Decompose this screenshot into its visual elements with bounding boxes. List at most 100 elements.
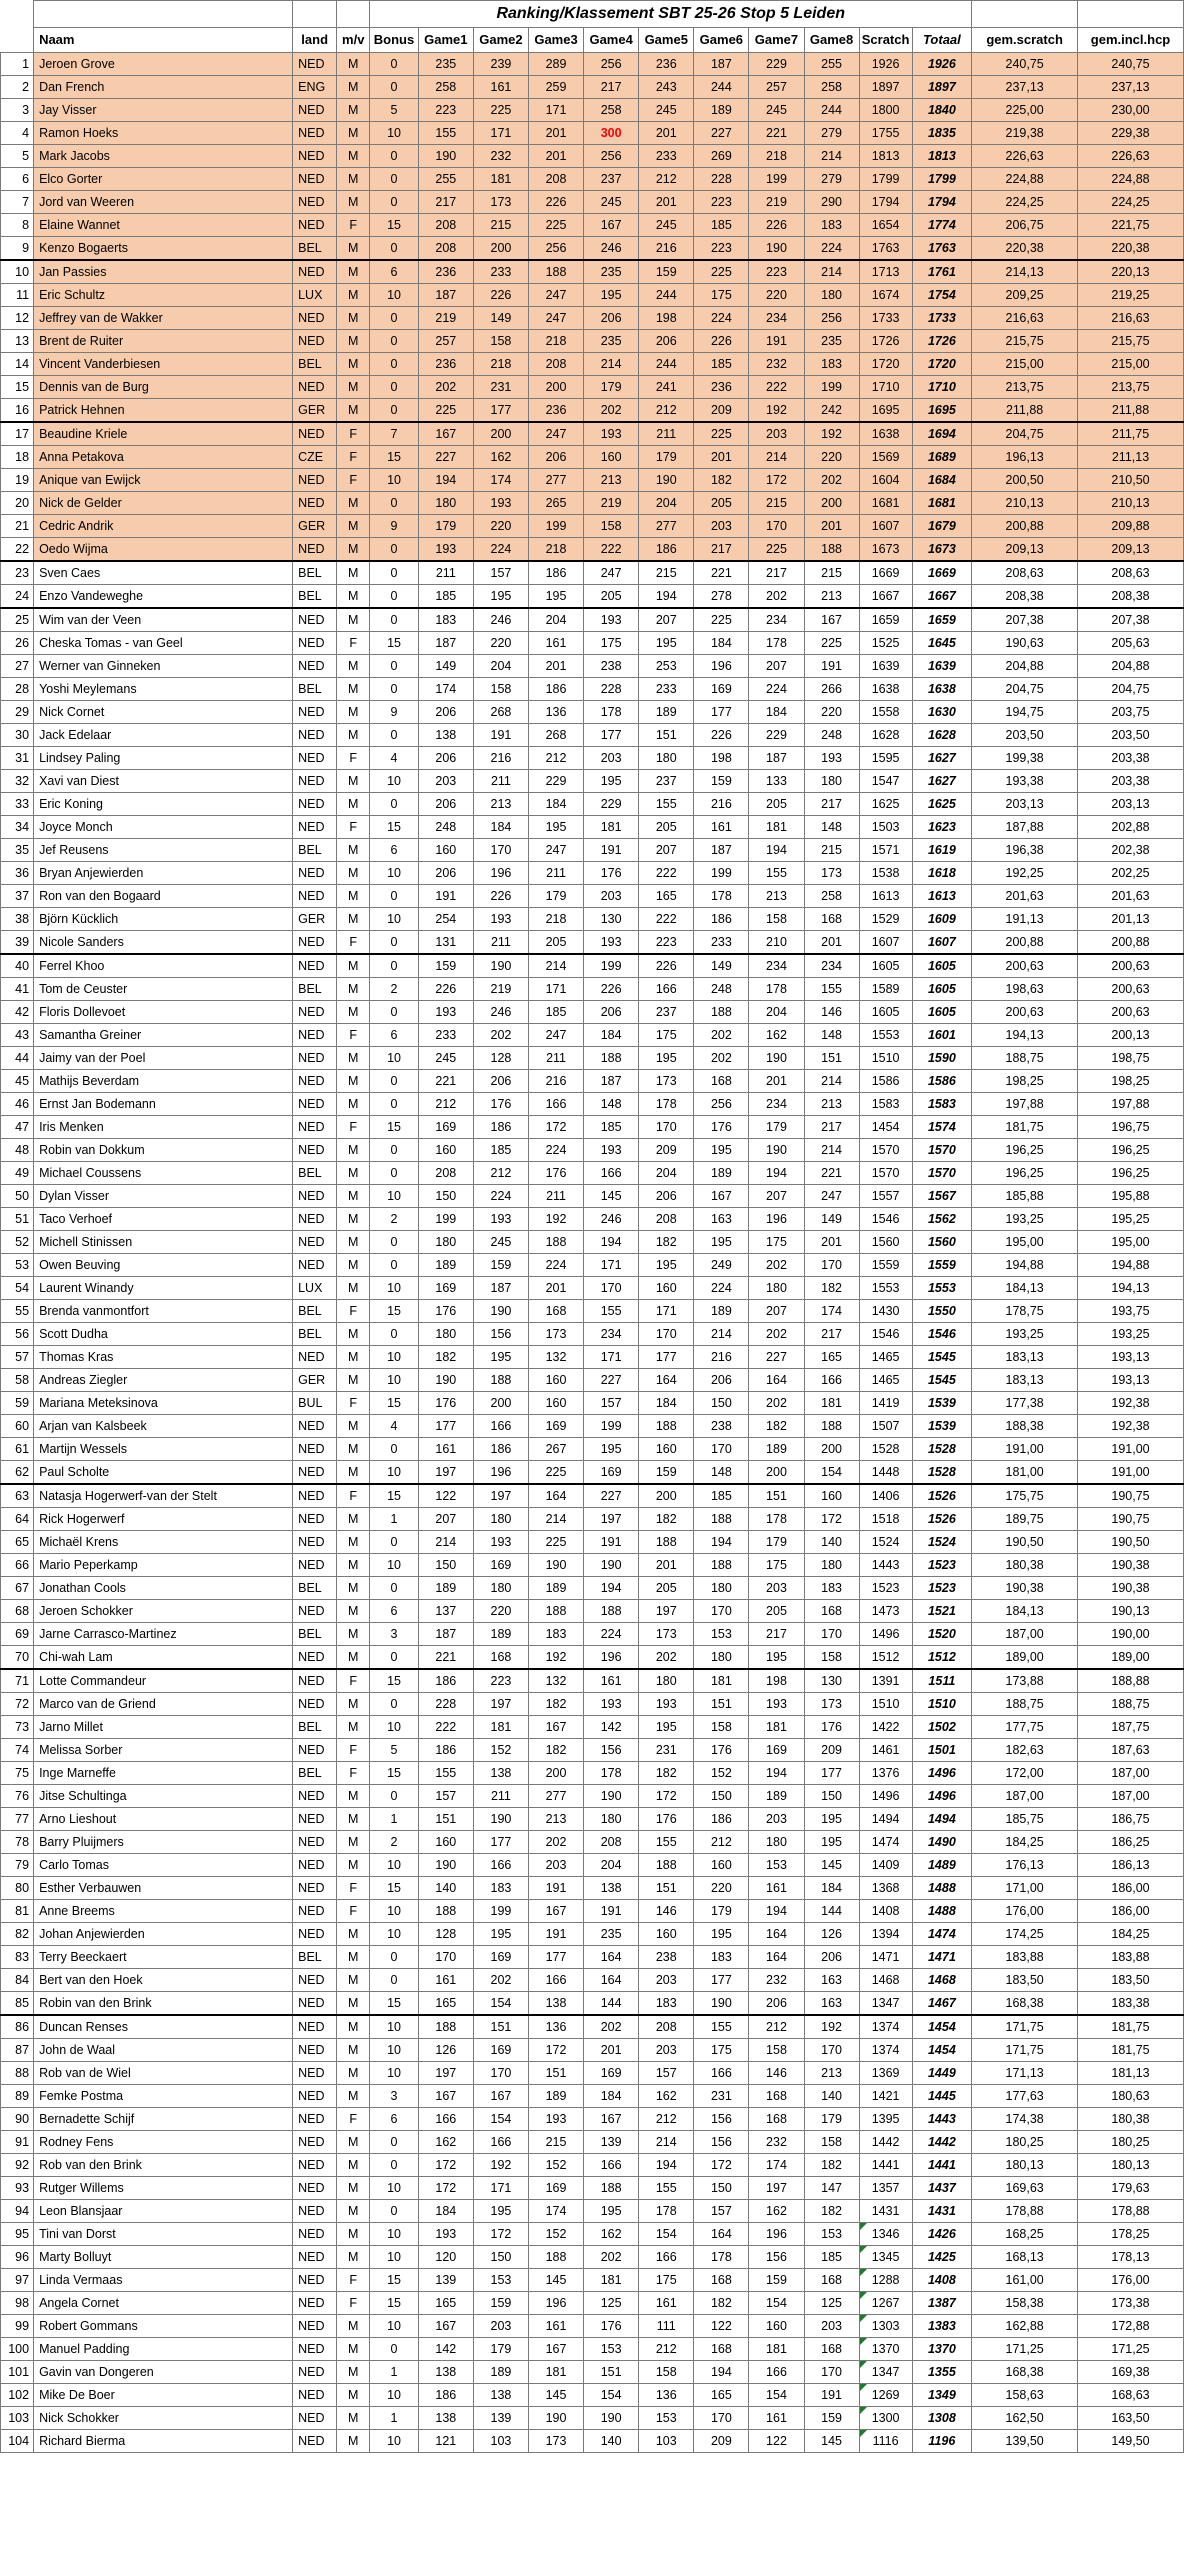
table-row[interactable]: 101 Gavin van Dongeren NED M 1 138 189 181 151 15… <box>0 2360 1184 2384</box>
cell-gem-incl-hcp[interactable]: 196,25 <box>1077 1138 1184 1162</box>
table-row[interactable]: 41 Tom de Ceuster BEL M 2 226 219 171 226 166 248 1… <box>0 977 1184 1001</box>
cell-game6[interactable]: 158 <box>693 1715 750 1739</box>
cell-game4[interactable]: 195 <box>583 283 640 307</box>
cell-game2[interactable]: 206 <box>472 1069 529 1093</box>
table-row[interactable]: 100 Manuel Padding NED M 0 142 179 167 153 212 168… <box>0 2337 1184 2361</box>
cell-name[interactable]: Leon Blansjaar <box>33 2199 294 2223</box>
cell-gem-scratch[interactable]: 171,13 <box>971 2061 1079 2085</box>
cell-bonus[interactable]: 0 <box>369 352 419 376</box>
cell-game4[interactable]: 201 <box>583 2038 640 2062</box>
cell-land[interactable]: BUL <box>292 1391 338 1415</box>
cell-game7[interactable]: 221 <box>748 121 805 145</box>
cell-scratch[interactable]: 1510 <box>858 1692 913 1716</box>
cell-bonus[interactable]: 10 <box>369 2245 419 2269</box>
cell-game4[interactable]: 151 <box>583 2360 640 2384</box>
cell-game5[interactable]: 158 <box>638 2360 695 2384</box>
cell-game6[interactable]: 249 <box>693 1253 750 1277</box>
cell-game2[interactable]: 268 <box>472 700 529 724</box>
cell-gem-incl-hcp[interactable]: 189,00 <box>1077 1645 1184 1670</box>
cell-game3[interactable]: 247 <box>527 838 585 862</box>
col-header-game7[interactable]: Game7 <box>748 27 805 53</box>
cell-game4[interactable]: 238 <box>583 654 640 678</box>
cell-bonus[interactable]: 10 <box>369 1276 419 1300</box>
cell-game5[interactable]: 238 <box>638 1945 695 1969</box>
cell-land[interactable]: NED <box>292 1483 338 1508</box>
cell-land[interactable]: BEL <box>292 1161 338 1185</box>
cell-game4[interactable]: 170 <box>583 1276 640 1300</box>
cell-game2[interactable]: 128 <box>472 1046 529 1070</box>
cell-game1[interactable]: 170 <box>417 1945 474 1969</box>
cell-totaal[interactable]: 1383 <box>911 2314 973 2338</box>
cell-totaal[interactable]: 1387 <box>911 2291 973 2315</box>
cell-name[interactable]: Eric Koning <box>33 792 294 816</box>
cell-game1[interactable]: 167 <box>417 2084 474 2108</box>
cell-gem-scratch[interactable]: 181,75 <box>971 1115 1079 1139</box>
cell-gem-scratch[interactable]: 168,13 <box>971 2245 1079 2269</box>
cell-game8[interactable]: 181 <box>803 1391 860 1415</box>
cell-land[interactable]: BEL <box>292 838 338 862</box>
cell-totaal[interactable]: 1607 <box>911 930 973 955</box>
cell-game3[interactable]: 169 <box>527 1414 585 1438</box>
cell-totaal[interactable]: 1502 <box>911 1715 973 1739</box>
cell-totaal[interactable]: 1840 <box>911 98 973 122</box>
cell-gem-incl-hcp[interactable]: 168,63 <box>1077 2383 1184 2407</box>
cell-game3[interactable]: 166 <box>527 1968 585 1992</box>
cell-game5[interactable]: 182 <box>638 1507 695 1531</box>
cell-gem-incl-hcp[interactable]: 186,25 <box>1077 1830 1184 1854</box>
cell-game6[interactable]: 176 <box>693 1738 750 1762</box>
cell-game2[interactable]: 203 <box>472 2314 529 2338</box>
cell-game3[interactable]: 132 <box>527 1345 585 1369</box>
cell-bonus[interactable]: 6 <box>369 838 419 862</box>
cell-game7[interactable]: 223 <box>748 259 805 284</box>
cell-scratch[interactable]: 1300 <box>858 2406 913 2430</box>
cell-game2[interactable]: 199 <box>472 1899 529 1923</box>
cell-totaal[interactable]: 1583 <box>911 1092 973 1116</box>
cell-game2[interactable]: 176 <box>472 1092 529 1116</box>
cell-land[interactable]: NED <box>292 1046 338 1070</box>
cell-mv[interactable]: M <box>336 2176 371 2200</box>
cell-name[interactable]: Elco Gorter <box>33 167 294 191</box>
cell-scratch[interactable]: 1639 <box>858 654 913 678</box>
cell-game5[interactable]: 159 <box>638 1460 695 1485</box>
cell-name[interactable]: Mike De Boer <box>33 2383 294 2407</box>
cell-game1[interactable]: 211 <box>417 560 474 585</box>
table-row[interactable]: 25 Wim van der Veen NED M 0 183 246 204 193 207 22… <box>0 607 1184 632</box>
cell-bonus[interactable]: 10 <box>369 1046 419 1070</box>
cell-gem-scratch[interactable]: 158,38 <box>971 2291 1079 2315</box>
cell-game4[interactable]: 155 <box>583 1299 640 1323</box>
cell-totaal[interactable]: 1628 <box>911 723 973 747</box>
cell-game3[interactable]: 195 <box>527 815 585 839</box>
cell-game5[interactable]: 170 <box>638 1115 695 1139</box>
cell-game5[interactable]: 170 <box>638 1322 695 1346</box>
cell-game6[interactable]: 175 <box>693 2038 750 2062</box>
cell-game2[interactable]: 103 <box>472 2429 529 2453</box>
cell-land[interactable]: NED <box>292 723 338 747</box>
cell-game6[interactable]: 182 <box>693 2291 750 2315</box>
cell-gem-scratch[interactable]: 177,38 <box>971 1391 1079 1415</box>
cell-game5[interactable]: 157 <box>638 2061 695 2085</box>
cell-game4[interactable]: 245 <box>583 190 640 214</box>
cell-game7[interactable]: 189 <box>748 1437 805 1461</box>
cell-game4[interactable]: 206 <box>583 306 640 330</box>
cell-bonus[interactable]: 0 <box>369 1784 419 1808</box>
cell-name[interactable]: Dennis van de Burg <box>33 375 294 399</box>
cell-game4[interactable]: 166 <box>583 1161 640 1185</box>
cell-land[interactable]: NED <box>292 2222 338 2246</box>
cell-bonus[interactable]: 4 <box>369 1414 419 1438</box>
cell-land[interactable]: NED <box>292 491 338 515</box>
cell-land[interactable]: NED <box>292 2176 338 2200</box>
table-row[interactable]: 13 Brent de Ruiter NED M 0 257 158 218 235 206 226… <box>0 329 1184 353</box>
cell-game3[interactable]: 191 <box>527 1922 585 1946</box>
cell-name[interactable]: Nicole Sanders <box>33 930 294 955</box>
cell-gem-scratch[interactable]: 168,38 <box>971 1991 1079 2016</box>
table-row[interactable]: 11 Eric Schultz LUX M 10 187 226 247 195 244 175 22… <box>0 283 1184 307</box>
cell-scratch[interactable]: 1369 <box>858 2061 913 2085</box>
cell-scratch[interactable]: 1510 <box>858 1046 913 1070</box>
cell-gem-incl-hcp[interactable]: 204,88 <box>1077 654 1184 678</box>
cell-game8[interactable]: 185 <box>803 2245 860 2269</box>
cell-game1[interactable]: 190 <box>417 1853 474 1877</box>
cell-game1[interactable]: 186 <box>417 1668 474 1693</box>
cell-game6[interactable]: 225 <box>693 421 750 446</box>
cell-game1[interactable]: 186 <box>417 1738 474 1762</box>
cell-game4[interactable]: 130 <box>583 907 640 931</box>
